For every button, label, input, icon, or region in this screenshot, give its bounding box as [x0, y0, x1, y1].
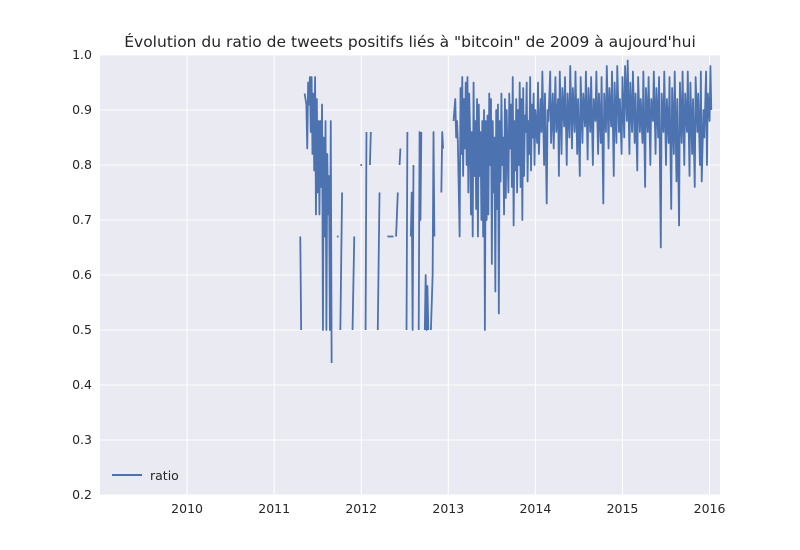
- legend: ratio: [112, 468, 179, 483]
- series-line-segment: [409, 164, 415, 331]
- series-line-segment: [417, 131, 423, 331]
- series-line-segment: [303, 76, 333, 364]
- x-tick-label: 2012: [345, 501, 377, 516]
- series-layer: [299, 59, 713, 364]
- series-line-segment: [364, 131, 368, 331]
- y-axis: 0.2 0.3 0.4 0.5 0.6 0.7 0.8 0.9 1.0: [72, 47, 92, 502]
- series-line-segment: [395, 192, 399, 237]
- y-tick-label: 0.6: [72, 267, 92, 282]
- series-line-segment: [452, 59, 713, 331]
- series-line-segment: [369, 131, 372, 166]
- x-axis: 2010 2011 2012 2013 2014 2015 2016: [171, 501, 725, 516]
- y-tick-label: 0.4: [72, 377, 92, 392]
- series-line-segment: [398, 148, 402, 166]
- y-tick-label: 0.3: [72, 432, 92, 447]
- series-line-segment: [376, 192, 381, 331]
- y-tick-label: 0.5: [72, 322, 92, 337]
- series-line-segment: [423, 274, 430, 331]
- legend-label: ratio: [150, 468, 179, 483]
- chart-title: Évolution du ratio de tweets positifs li…: [124, 32, 696, 51]
- y-tick-label: 0.7: [72, 212, 92, 227]
- x-tick-label: 2015: [607, 501, 639, 516]
- series-line-segment: [339, 192, 343, 331]
- y-tick-label: 1.0: [72, 47, 92, 62]
- y-tick-label: 0.2: [72, 487, 92, 502]
- series-line-segment: [430, 131, 436, 331]
- y-tick-label: 0.8: [72, 157, 92, 172]
- series-line-segment: [405, 131, 409, 331]
- x-tick-label: 2010: [171, 501, 203, 516]
- series-line-segment: [351, 236, 356, 331]
- y-tick-label: 0.9: [72, 102, 92, 117]
- x-tick-label: 2013: [432, 501, 464, 516]
- x-tick-label: 2016: [694, 501, 726, 516]
- series-line-segment: [440, 131, 444, 193]
- series-line-segment: [299, 236, 303, 331]
- x-tick-label: 2014: [519, 501, 551, 516]
- grid: [100, 54, 720, 496]
- x-tick-label: 2011: [258, 501, 290, 516]
